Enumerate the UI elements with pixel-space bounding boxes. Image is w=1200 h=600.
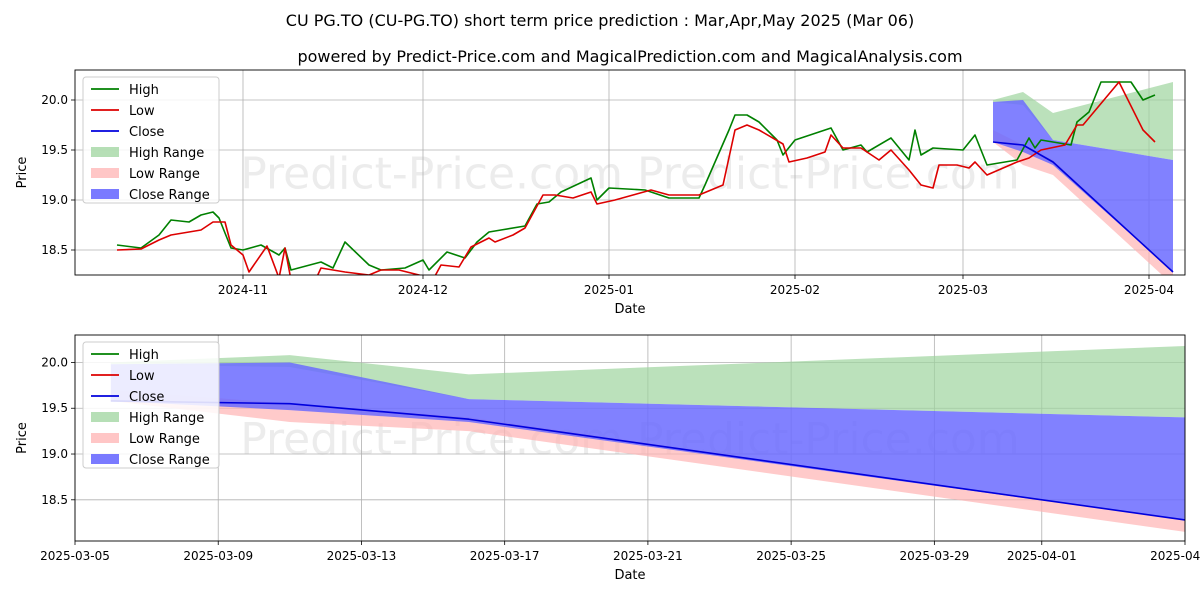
x-tick-label: 2024-12 bbox=[398, 283, 448, 297]
x-tick-label: 2025-03-29 bbox=[899, 549, 969, 563]
x-tick-label: 2025-03-13 bbox=[327, 549, 397, 563]
legend-swatch-high-range bbox=[91, 147, 119, 157]
y-axis-label: Price bbox=[15, 422, 30, 454]
y-tick-label: 18.5 bbox=[41, 493, 68, 507]
plot-content bbox=[110, 345, 1185, 532]
legend-label-close-range: Close Range bbox=[129, 188, 210, 203]
x-tick-label: 2025-03-17 bbox=[470, 549, 540, 563]
legend-label-close-range: Close Range bbox=[129, 453, 210, 468]
x-axis-label: Date bbox=[614, 568, 645, 583]
high-series-line bbox=[116, 81, 1156, 271]
x-tick-label: 2025-03-09 bbox=[183, 549, 253, 563]
plot-frame bbox=[74, 69, 1186, 276]
low-range-band bbox=[110, 389, 1185, 532]
y-tick-label: 19.5 bbox=[41, 143, 68, 157]
x-tick-label: 2024-11 bbox=[218, 283, 268, 297]
legend-swatch-low-range bbox=[91, 168, 119, 178]
legend: High Low Close High Range Low Range Close Ran… bbox=[82, 341, 220, 469]
plot-frame bbox=[74, 334, 1186, 542]
high-range-band bbox=[110, 345, 1185, 418]
low-series-line bbox=[116, 81, 1156, 275]
x-tick-label: 2025-04 bbox=[1124, 283, 1174, 297]
legend-label-high-range: High Range bbox=[129, 146, 204, 161]
bottom-panel: Predict-Price.com Predict-Price.com2025-… bbox=[15, 334, 1200, 583]
x-tick-label: 2025-03-05 bbox=[40, 549, 110, 563]
legend-label-high: High bbox=[129, 83, 159, 98]
legend-swatch-close-range bbox=[91, 454, 119, 464]
legend-swatch-close-range bbox=[91, 189, 119, 199]
close-series-line bbox=[992, 141, 1174, 273]
legend-label-low: Low bbox=[129, 369, 155, 384]
legend-label-low-range: Low Range bbox=[129, 432, 200, 447]
close-range-band bbox=[110, 362, 1185, 520]
y-tick-label: 19.0 bbox=[41, 447, 68, 461]
x-tick-label: 2025-01 bbox=[584, 283, 634, 297]
y-tick-label: 19.0 bbox=[41, 193, 68, 207]
legend-swatch-low-range bbox=[91, 433, 119, 443]
y-tick-label: 20.0 bbox=[41, 355, 68, 369]
x-tick-label: 2025-04-05 bbox=[1150, 549, 1200, 563]
chart-title: CU PG.TO (CU-PG.TO) short term price pre… bbox=[286, 11, 914, 30]
legend-label-high: High bbox=[129, 348, 159, 363]
y-tick-label: 18.5 bbox=[41, 243, 68, 257]
legend-swatch-high-range bbox=[91, 412, 119, 422]
legend-label-low-range: Low Range bbox=[129, 167, 200, 182]
plot-content bbox=[116, 81, 1174, 275]
chart-subtitle: powered by Predict-Price.com and Magical… bbox=[297, 47, 962, 66]
low-range-band bbox=[993, 130, 1173, 275]
legend-label-close: Close bbox=[129, 125, 164, 140]
y-tick-label: 19.5 bbox=[41, 401, 68, 415]
x-tick-label: 2025-03-25 bbox=[756, 549, 826, 563]
legend-label-high-range: High Range bbox=[129, 411, 204, 426]
top-panel: Predict-Price.com Predict-Price.com 2024-… bbox=[15, 69, 1186, 317]
x-tick-label: 2025-03-21 bbox=[613, 549, 683, 563]
x-tick-label: 2025-04-01 bbox=[1007, 549, 1077, 563]
x-axis-label: Date bbox=[614, 302, 645, 317]
y-tick-label: 20.0 bbox=[41, 93, 68, 107]
legend-label-low: Low bbox=[129, 104, 155, 119]
x-tick-label: 2025-02 bbox=[770, 283, 820, 297]
legend-label-close: Close bbox=[129, 390, 164, 405]
legend: High Low Close High Range Low Range Close Ran… bbox=[82, 76, 220, 204]
watermark-text: Predict-Price.com Predict-Price.com bbox=[240, 149, 1019, 200]
y-axis-label: Price bbox=[15, 157, 30, 189]
x-tick-label: 2025-03 bbox=[938, 283, 988, 297]
